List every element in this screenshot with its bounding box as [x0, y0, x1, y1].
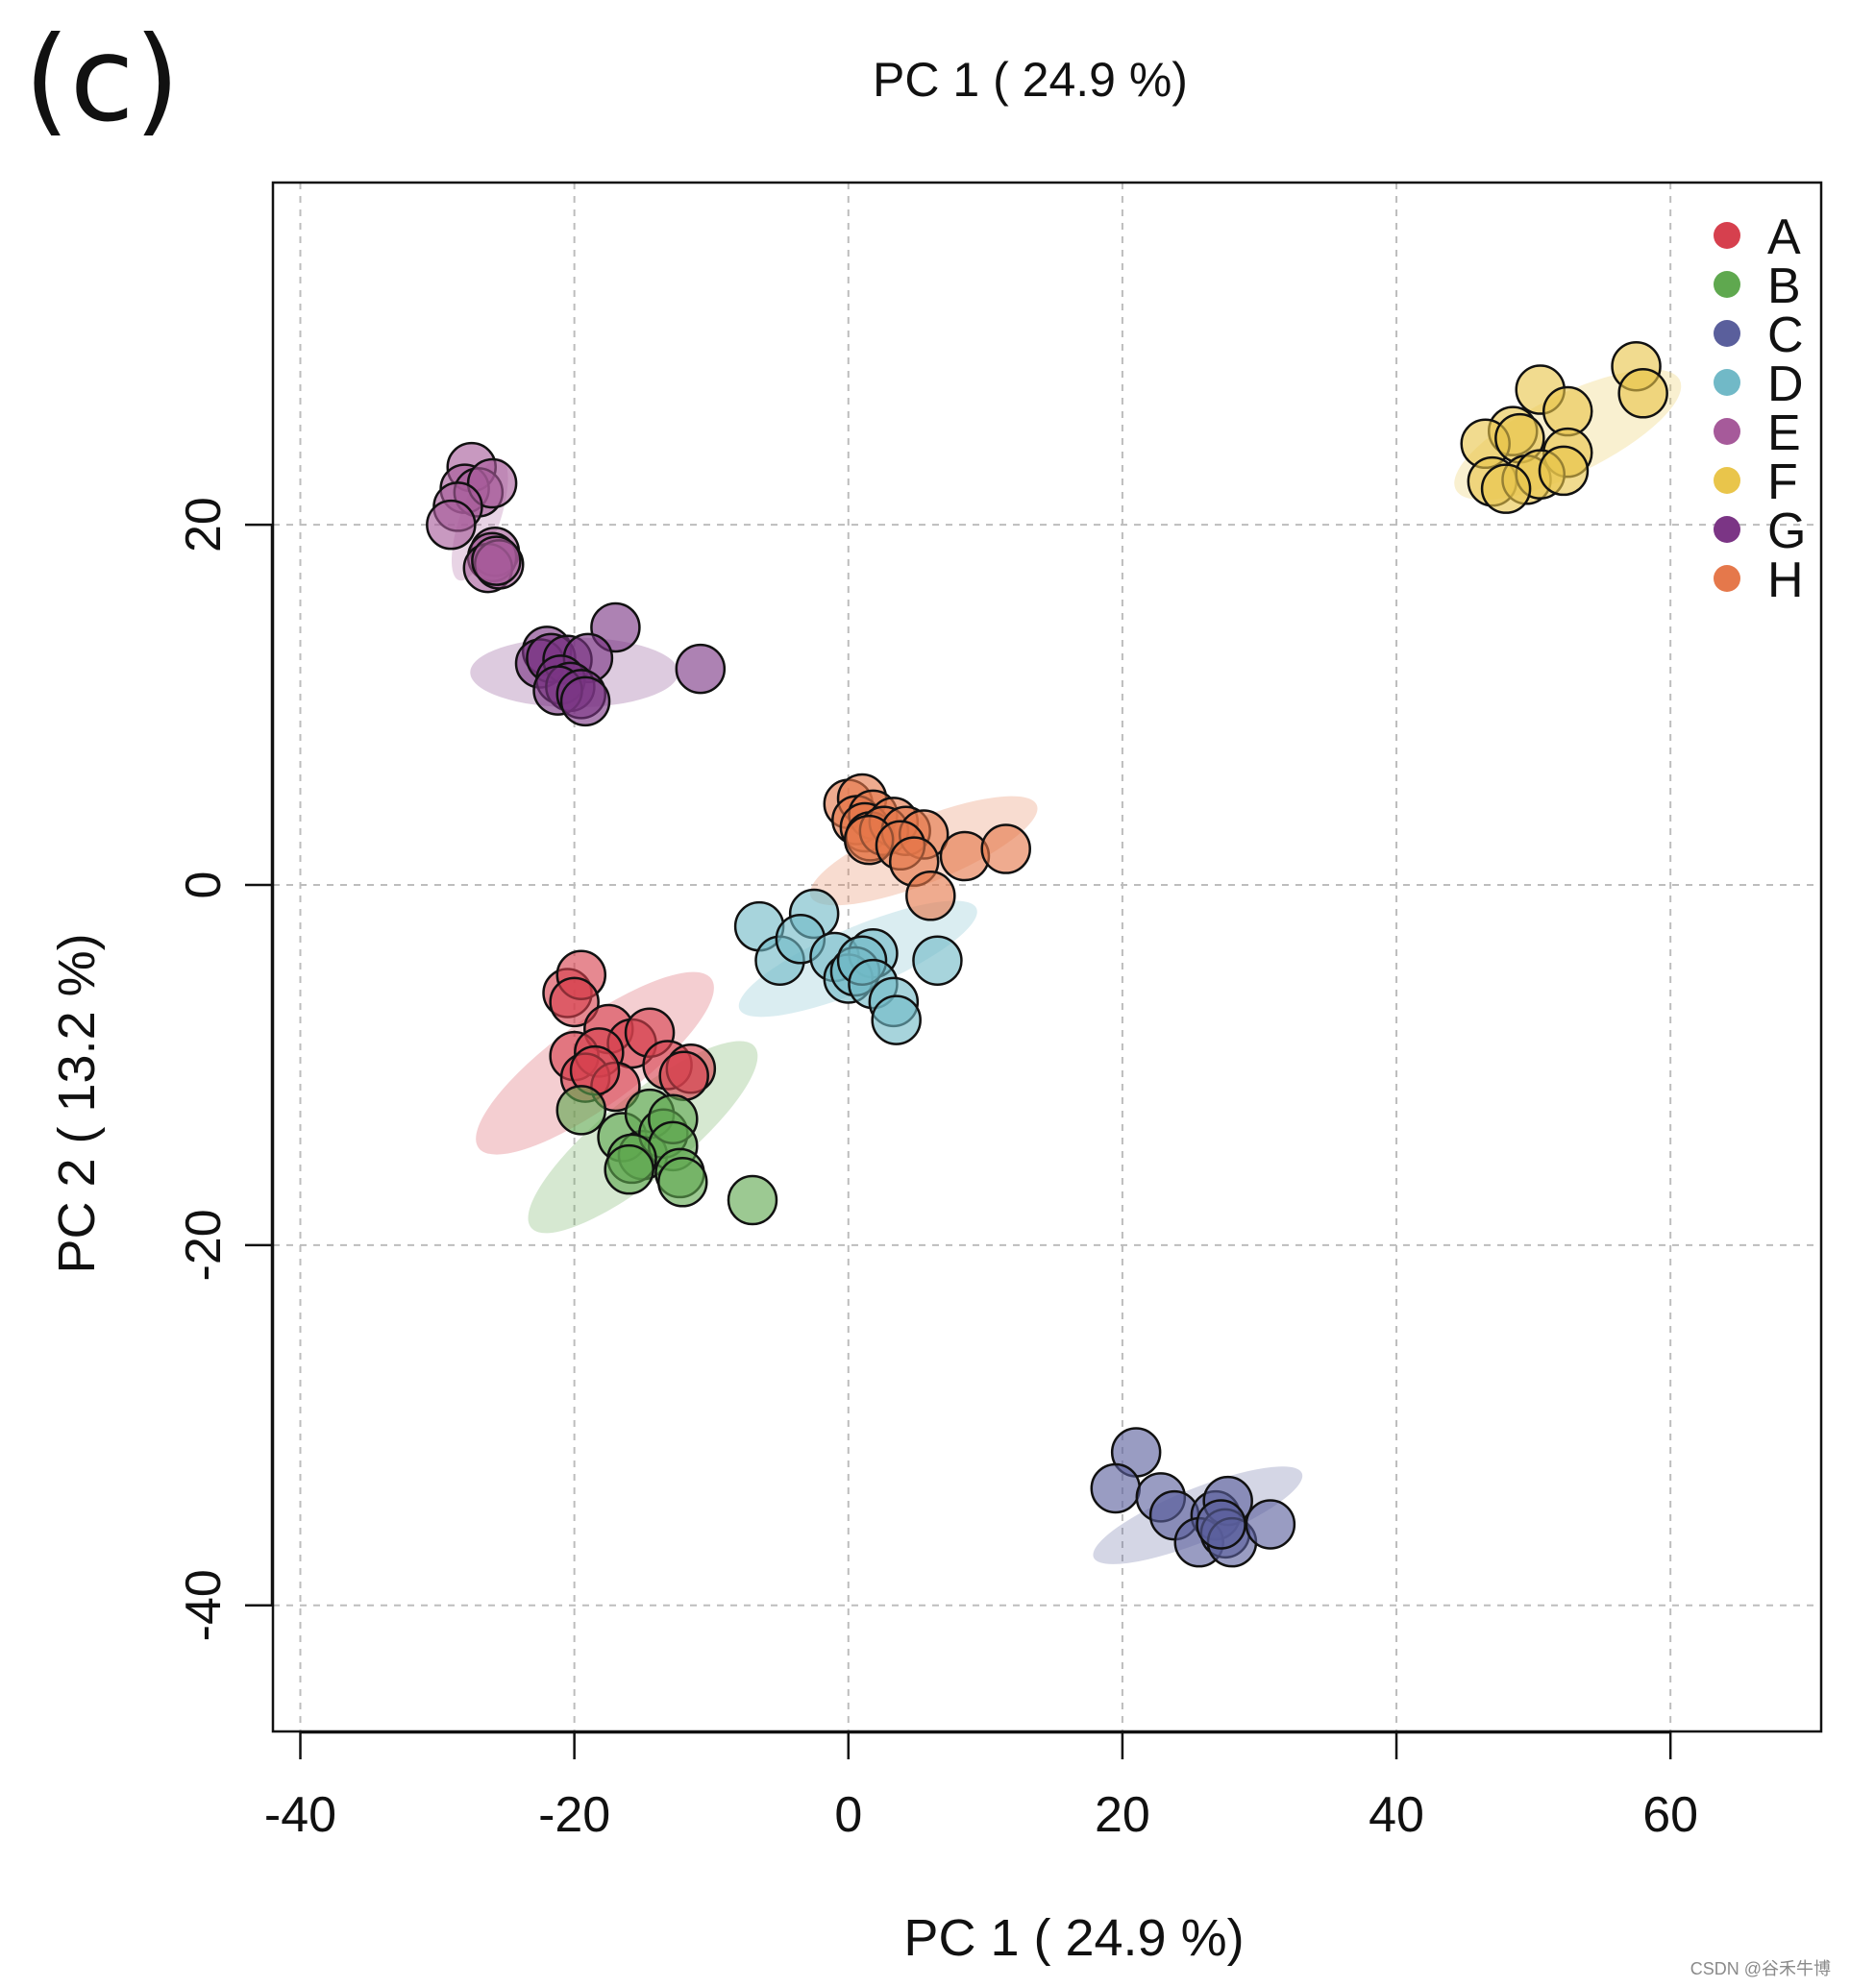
point-E [426, 499, 477, 551]
x-tick-label: 0 [834, 1787, 862, 1843]
point-D [912, 935, 963, 986]
legend-swatch-E [1714, 418, 1740, 445]
legend-label-B: B [1767, 258, 1801, 314]
point-B [657, 1157, 708, 1208]
point-A [549, 976, 600, 1028]
point-H [980, 823, 1031, 874]
x-axis: -40 -20 0 20 40 60 [264, 1730, 1698, 1843]
point-B [604, 1143, 654, 1195]
legend-label-F: F [1767, 454, 1798, 510]
y-tick-label: -40 [176, 1569, 232, 1641]
legend-label-E: E [1767, 405, 1801, 461]
point-C [1090, 1462, 1142, 1514]
point-G [559, 675, 611, 727]
point-E [471, 535, 522, 586]
point-F [1538, 445, 1590, 497]
legend-swatch-A [1714, 222, 1740, 249]
x-tick-label: 40 [1369, 1787, 1424, 1843]
legend-label-G: G [1767, 503, 1806, 559]
x-tick-label: -40 [264, 1787, 336, 1843]
chart-top-title: PC 1 ( 24.9 %) [873, 53, 1188, 107]
legend-swatch-H [1714, 565, 1740, 592]
x-tick-label: 20 [1095, 1787, 1150, 1843]
y-tick-label: 20 [176, 497, 232, 552]
confidence-ellipses [451, 369, 1682, 1564]
x-tick-label: -20 [538, 1787, 610, 1843]
x-tick-label: 60 [1642, 1787, 1698, 1843]
legend-swatch-G [1714, 516, 1740, 543]
panel-label: (c) [24, 12, 180, 148]
grid-lines [273, 183, 1821, 1731]
y-axis-title: PC 2 ( 13.2 %) [48, 933, 106, 1273]
legend-swatch-D [1714, 369, 1740, 396]
point-C [1245, 1499, 1296, 1550]
point-C [1196, 1499, 1246, 1550]
legend-swatch-C [1714, 320, 1740, 347]
data-points [426, 340, 1668, 1568]
x-axis-title: PC 1 ( 24.9 %) [903, 1909, 1244, 1967]
point-G [675, 643, 727, 695]
point-H [939, 830, 991, 882]
point-H [905, 871, 956, 921]
y-tick-label: 0 [176, 871, 232, 899]
legend-label-A: A [1767, 209, 1801, 265]
legend-label-D: D [1767, 356, 1804, 412]
y-axis: -40 -20 0 20 [176, 497, 274, 1641]
point-B [555, 1085, 607, 1136]
legend-swatch-B [1714, 271, 1740, 298]
legend-swatch-F [1714, 467, 1740, 494]
point-A [658, 1050, 709, 1101]
y-tick-label: -20 [176, 1209, 232, 1281]
point-D [871, 994, 922, 1045]
point-B [727, 1174, 778, 1226]
point-F [1617, 368, 1668, 419]
legend-label-C: C [1767, 307, 1804, 363]
watermark: CSDN @谷禾牛博 [1690, 1959, 1831, 1978]
legend-label-H: H [1767, 552, 1804, 608]
point-F [1480, 463, 1532, 514]
